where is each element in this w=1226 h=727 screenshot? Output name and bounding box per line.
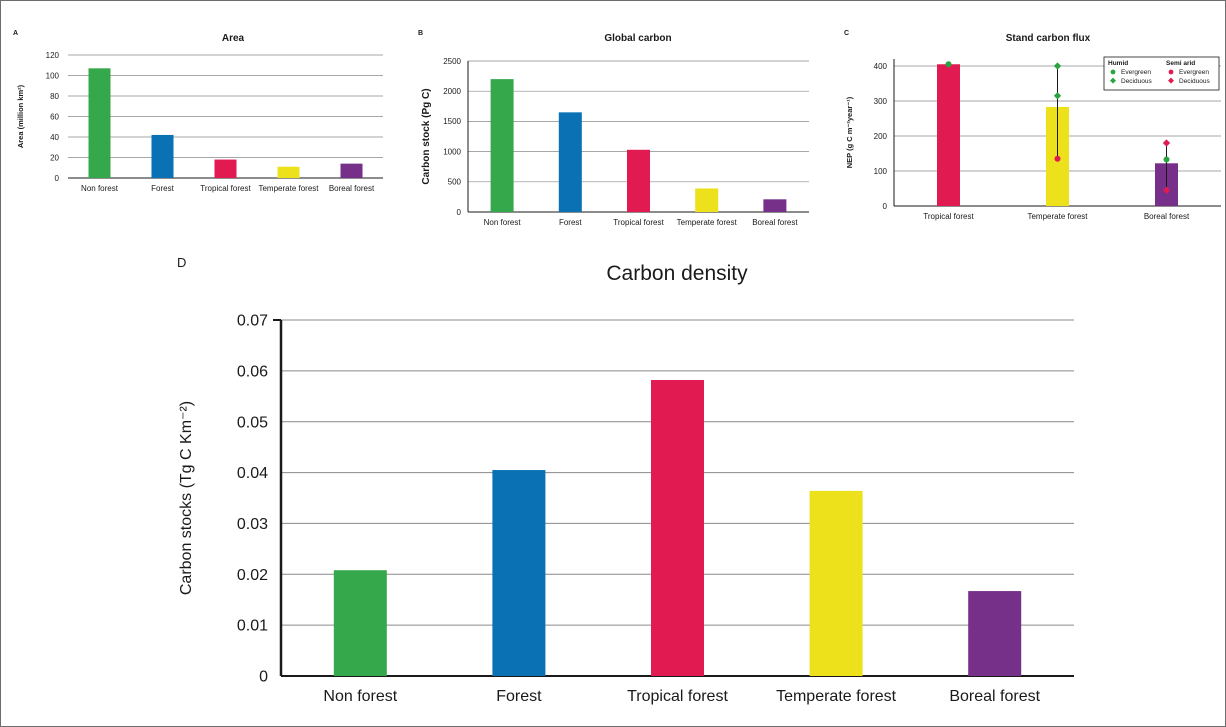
x-tick-label: Boreal forest [1144,212,1190,221]
y-tick-label: 60 [50,112,59,121]
legend-semiarid-evergreen-icon [1168,69,1174,75]
y-tick-label: 0.02 [237,567,268,584]
legend-semiarid-deciduous-icon [1168,77,1174,84]
bar-boreal-forest [763,199,787,212]
bar-non-forest [490,79,514,213]
y-tick-label: 0.01 [237,618,268,635]
bar-tropical-forest [627,149,650,212]
x-tick-label: Boreal forest [329,184,375,193]
humid-deciduous-marker [1053,92,1062,100]
semiarid-deciduous-marker [1162,139,1171,147]
bar-non-forest [88,68,111,178]
bar-forest [492,470,546,676]
x-tick-label: Tropical forest [923,212,974,221]
panel-b: B Global carbon 0 500 1000 1500 2000 2500 Carbon… [418,30,809,227]
panel-label: A [13,30,18,37]
panel-label: C [844,30,849,37]
bar-boreal-forest [968,591,1022,676]
chart-title: Stand carbon flux [1006,33,1091,44]
y-axis-label: Area (million km²) [16,84,25,148]
x-tick-label: Temperate forest [258,184,319,193]
x-tick-label: Non forest [323,688,397,705]
x-tick-label: Tropical forest [627,688,728,705]
y-tick-label: 0.03 [237,516,268,533]
legend-semiarid-title: Semi arid [1166,60,1195,67]
x-tick-label: Tropical forest [200,184,251,193]
y-tick-label: 40 [50,133,59,142]
bar-temperate-forest [695,188,719,212]
y-tick-label: 0.06 [237,363,268,380]
y-axis-label: Carbon stock (Pg C) [421,88,432,184]
x-tick-label: Forest [496,688,542,705]
x-tick-label: Non forest [484,218,522,227]
semiarid-evergreen-marker [1054,155,1061,162]
bar-boreal-forest [340,163,363,178]
y-tick-label: 0.07 [237,313,268,330]
bar-temperate-forest [809,490,863,676]
y-axis-label: Carbon stocks (Tg C Km⁻²) [178,401,195,595]
legend-humid-deciduous-icon [1110,77,1116,84]
bar-non-forest [333,570,387,676]
x-tick-label: Forest [559,218,582,227]
bar-forest [151,134,174,178]
y-tick-label: 20 [50,153,59,162]
legend-humid-title: Humid [1108,60,1128,67]
panel-label: B [418,30,423,37]
panel-a: A Area 0 20 40 60 80 100 120 Area (million km²) No… [13,30,383,193]
y-tick-label: 100 [46,71,60,80]
bar-forest [558,112,582,212]
chart-title: Global carbon [604,33,671,44]
y-tick-label: 1000 [443,147,461,156]
legend-humid-evergreen-icon [1110,69,1116,75]
y-tick-label: 0 [55,174,60,183]
humid-deciduous-marker [1053,62,1062,70]
chart-title: Area [222,33,245,44]
y-tick-label: 400 [874,62,888,71]
x-tick-label: Boreal forest [752,218,798,227]
y-tick-label: 0 [259,669,268,686]
x-tick-label: Tropical forest [613,218,664,227]
x-tick-label: Non forest [81,184,119,193]
legend: Humid Semi arid Evergreen Deciduous Evergree… [1103,56,1220,91]
y-tick-label: 0.04 [237,465,268,482]
x-tick-label: Temperate forest [776,688,897,705]
y-tick-label: 1500 [443,117,461,126]
panel-c: C Stand carbon flux 0 100 200 300 400 NEP (g C … [844,30,1221,221]
x-tick-label: Forest [151,184,174,193]
panel-label: D [177,255,186,270]
y-tick-label: 0 [883,202,888,211]
y-tick-label: 500 [448,178,462,187]
y-tick-label: 300 [874,97,888,106]
y-tick-label: 0 [457,208,462,217]
panel-d: D Carbon density 0 0.01 0.02 0.03 0.04 0.05 0.06… [177,255,1074,705]
y-tick-label: 0.05 [237,414,268,431]
y-tick-label: 100 [874,167,888,176]
legend-humid-deciduous-label: Deciduous [1121,78,1152,85]
y-tick-label: 2000 [443,87,461,96]
legend-semiarid-evergreen-label: Evergreen [1179,69,1209,76]
y-tick-label: 200 [874,132,888,141]
bar-tropical-forest [214,159,237,178]
x-tick-label: Temperate forest [1027,212,1088,221]
x-tick-label: Boreal forest [949,688,1040,705]
x-tick-label: Temperate forest [677,218,738,227]
bar-temperate-forest [277,166,300,178]
bar-tropical-forest [651,380,704,676]
y-tick-label: 80 [50,92,59,101]
humid-evergreen-marker [1163,156,1170,163]
bar-tropical-forest [937,64,960,206]
y-tick-label: 2500 [443,57,461,66]
chart-title: Carbon density [606,262,748,285]
legend-box [1103,56,1220,91]
y-tick-label: 120 [46,51,60,60]
legend-humid-evergreen-label: Evergreen [1121,69,1151,76]
legend-semiarid-deciduous-label: Deciduous [1179,78,1210,85]
humid-evergreen-marker [945,61,952,68]
y-axis-label: NEP (g C m⁻²year⁻¹) [845,96,854,168]
